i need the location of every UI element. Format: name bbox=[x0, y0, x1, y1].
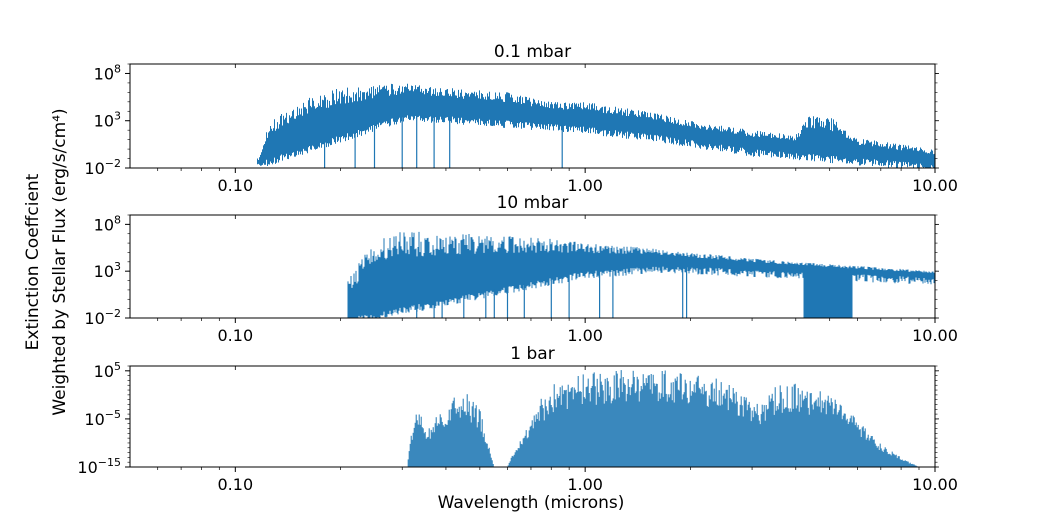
axes-frame bbox=[129, 365, 936, 468]
y-axis-title-line-1: Extinction Coeffcient bbox=[23, 173, 43, 350]
x-tick-label: 1.00 bbox=[567, 326, 603, 345]
y-tick-label: 10−5 bbox=[84, 408, 121, 429]
y-tick-exponent: 3 bbox=[114, 260, 121, 273]
spectrum-series bbox=[347, 231, 935, 318]
y-tick-exponent: −15 bbox=[98, 456, 121, 469]
y-tick-label: 10−2 bbox=[84, 157, 121, 178]
y-tick-exponent: −2 bbox=[105, 157, 121, 170]
y-tick-base: 10 bbox=[94, 112, 114, 131]
y-tick-label: 103 bbox=[94, 260, 121, 281]
panel-title: 0.1 mbar bbox=[494, 42, 571, 62]
y-tick-base: 10 bbox=[94, 64, 114, 83]
y-tick-label: 10−2 bbox=[84, 307, 121, 328]
x-tick-label: 0.10 bbox=[218, 176, 254, 195]
y-tick-base: 10 bbox=[94, 262, 114, 281]
y-tick-exponent: 8 bbox=[114, 62, 121, 75]
x-tick-label: 0.10 bbox=[218, 326, 254, 345]
x-tick-label: 0.10 bbox=[218, 475, 254, 494]
x-tick-label: 1.00 bbox=[567, 176, 603, 195]
axes-frame bbox=[129, 63, 936, 169]
x-axis-title: Wavelength (microns) bbox=[438, 493, 625, 513]
y-tick-base: 10 bbox=[77, 458, 97, 477]
y-tick-exponent: −5 bbox=[105, 408, 121, 421]
y-tick-exponent: −2 bbox=[105, 307, 121, 320]
panel-title: 10 mbar bbox=[497, 193, 569, 213]
y-tick-base: 10 bbox=[84, 410, 104, 429]
y-tick-base: 10 bbox=[84, 309, 104, 328]
y-tick-label: 105 bbox=[94, 360, 121, 381]
axes-frame bbox=[129, 214, 936, 319]
x-tick-label: 10.00 bbox=[912, 326, 958, 345]
y-tick-label: 10−15 bbox=[77, 456, 121, 477]
y-tick-label: 103 bbox=[94, 110, 121, 131]
y-tick-base: 10 bbox=[94, 362, 114, 381]
spectrum-series bbox=[407, 370, 919, 467]
y-tick-base: 10 bbox=[84, 159, 104, 178]
y-tick-base: 10 bbox=[94, 215, 114, 234]
x-tick-label: 10.00 bbox=[912, 176, 958, 195]
panel-title: 1 bar bbox=[510, 344, 554, 364]
y-tick-exponent: 5 bbox=[114, 360, 121, 373]
x-tick-label: 1.00 bbox=[567, 475, 603, 494]
y-tick-exponent: 8 bbox=[114, 213, 121, 226]
y-tick-exponent: 3 bbox=[114, 110, 121, 123]
y-axis-title-line-2: Weighted by Stellar Flux (erg/s/cm⁴) bbox=[50, 108, 70, 415]
spectrum-series bbox=[257, 83, 935, 168]
x-tick-label: 10.00 bbox=[912, 475, 958, 494]
y-tick-label: 108 bbox=[94, 62, 121, 83]
y-tick-label: 108 bbox=[94, 213, 121, 234]
